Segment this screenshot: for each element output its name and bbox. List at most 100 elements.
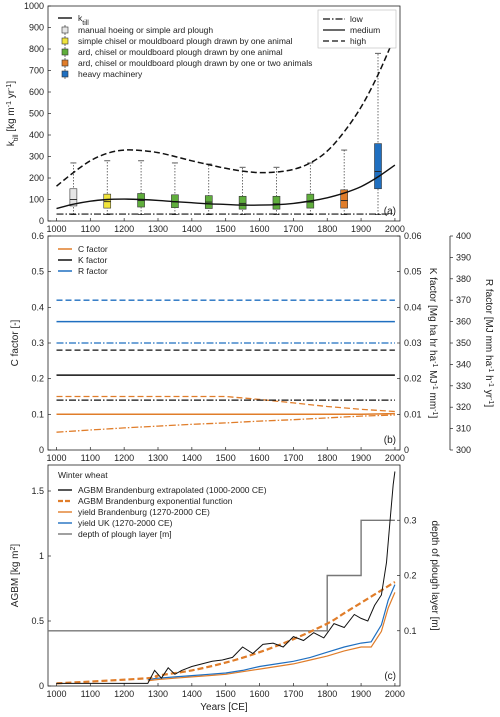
panel-b-ytick2-label: 0.03 <box>404 338 422 348</box>
panel-b-xtick-label: 1100 <box>81 453 100 463</box>
panel-b-xtick-label: 1400 <box>182 453 202 463</box>
panel-c-xtick-label: 1300 <box>148 689 168 699</box>
legend-style-label: medium <box>350 25 380 35</box>
agbm-extrapolated-line <box>56 471 396 684</box>
panel-a-ytick-label: 900 <box>29 23 44 33</box>
panel-c-xtick-label: 1000 <box>46 689 66 699</box>
panel-b-xtick-label: 1500 <box>216 453 236 463</box>
box <box>69 188 78 207</box>
plough-depth-line <box>48 519 395 632</box>
panel-a-xtick-label: 1400 <box>182 224 202 234</box>
panel-b-ytick3-label: 360 <box>456 317 471 327</box>
panel-b-ytick3-label: 380 <box>456 274 471 284</box>
panel-b-ylabel2: K factor [Mg ha hr ha-1 MJ-1 mm-1] <box>427 268 439 419</box>
panel-a-xtick-label: 1200 <box>114 224 134 234</box>
panel-b-ylabel3: R factor [MJ mm ha-1 h-1 yr-1] <box>483 279 495 407</box>
panel-c-xtick-label: 1200 <box>114 689 134 699</box>
panel-a-xtick-label: 1100 <box>81 224 100 234</box>
panel-b-ytick2-label: 0.05 <box>404 267 422 277</box>
legend-title: Winter wheat <box>58 470 108 480</box>
legend-item-label: ard, chisel or mouldboard plough drawn b… <box>78 47 283 57</box>
legend-agbm-label: yield Brandenburg (1270-2000 CE) <box>78 507 210 517</box>
panel-b-ytick3-label: 390 <box>456 252 471 262</box>
panel-b-ytick2-label: 0.01 <box>404 409 422 419</box>
panel-b-xtick-label: 1300 <box>148 453 168 463</box>
legend-ktill-label: ktill <box>78 13 89 27</box>
panel-b-ytick3-label: 340 <box>456 359 471 369</box>
panel-b-ytick-label: 0 <box>39 445 44 455</box>
panel-b-ytick2-label: 0.06 <box>404 231 422 241</box>
panel-b-ytick3-label: 350 <box>456 338 471 348</box>
panel-a-ytick-label: 400 <box>29 130 44 140</box>
panel-a-xtick-label: 1000 <box>46 224 66 234</box>
panel-a-ytick-label: 300 <box>29 152 44 162</box>
ktill-high-line <box>56 35 396 187</box>
panel-a-ytick-label: 700 <box>29 66 44 76</box>
panel-a-ytick-label: 800 <box>29 44 44 54</box>
panel-b-xtick-label: 1700 <box>283 453 303 463</box>
legend-item-label: simple chisel or mouldboard plough drawn… <box>78 36 293 46</box>
panel-a-ytick-label: 1000 <box>24 1 44 11</box>
panel-a-label: (a) <box>384 206 396 217</box>
legend-agbm-label: yield UK (1270-2000 CE) <box>78 518 173 528</box>
panel-b-ytick2-label: 0.04 <box>404 302 422 312</box>
panel-a-xtick-label: 1700 <box>283 224 303 234</box>
panel-b-ytick-label: 0.4 <box>31 302 44 312</box>
panel-b-xtick-label: 1900 <box>351 453 371 463</box>
panel-c-ytick2-label: 0.2 <box>404 571 417 581</box>
panel-b-ytick3-label: 320 <box>456 402 471 412</box>
legend-factor-label: C factor <box>78 244 108 254</box>
agbm-exponential-line <box>56 581 396 685</box>
panel-b-ytick3-label: 370 <box>456 295 471 305</box>
panel-b-xtick-label: 2000 <box>385 453 405 463</box>
panel-b-ytick3-label: 300 <box>456 445 471 455</box>
panel-b-xtick-label: 1600 <box>250 453 270 463</box>
legend-item-label: ard, chisel or mouldboard plough drawn b… <box>78 58 312 68</box>
panel-c-ytick2-label: 0.1 <box>404 626 417 636</box>
panel-c-ytick-label: 1 <box>39 551 44 561</box>
box <box>374 143 382 190</box>
panel-c-xtick-label: 2000 <box>385 689 405 699</box>
panel-c-xtick-label: 1700 <box>283 689 303 699</box>
panel-c-xtick-label: 1800 <box>317 689 337 699</box>
legend-box-swatch <box>61 59 69 67</box>
panel-c-ylabel2: depth of plough layer [m] <box>429 520 440 630</box>
panel-a-ylabel: ktill [kg m-1 yr-1] <box>6 81 20 146</box>
box <box>340 189 348 209</box>
panel-b-label: (b) <box>384 435 396 446</box>
factor-line <box>56 412 395 416</box>
legend-style-label: high <box>350 36 366 46</box>
panel-a-ytick-label: 600 <box>29 87 44 97</box>
panel-c-label: (c) <box>384 671 396 682</box>
yield-uk-line <box>147 584 396 681</box>
panel-b-xtick-label: 1800 <box>317 453 337 463</box>
panel-b-ylabel: C factor [-] <box>10 319 21 366</box>
legend-factor-label: R factor <box>78 266 108 276</box>
legend-box-swatch <box>61 70 69 78</box>
panel-b-ytick2-label: 0.02 <box>404 374 422 384</box>
factor-line <box>56 414 395 433</box>
panel-c-ylabel: AGBM [kg m2] <box>10 544 22 608</box>
legend-factor-label: K factor <box>78 255 107 265</box>
panel-c-xtick-label: 1600 <box>250 689 270 699</box>
box <box>238 195 247 210</box>
panel-b-ytick-label: 0.6 <box>31 231 44 241</box>
legend-box-swatch <box>61 26 69 34</box>
panel-b-ytick-label: 0.2 <box>31 374 44 384</box>
panel-b-ytick-label: 0.5 <box>31 267 44 277</box>
panel-b-ytick3-label: 310 <box>456 424 471 434</box>
panel-b-ytick2-label: 0 <box>404 445 409 455</box>
panel-a-ytick-label: 100 <box>29 195 44 205</box>
legend-box-swatch <box>61 37 69 45</box>
panel-a-ytick-label: 0 <box>39 216 44 226</box>
legend-agbm-label: depth of plough layer [m] <box>78 529 172 539</box>
panel-a-xtick-label: 1500 <box>216 224 236 234</box>
factor-line <box>56 395 395 413</box>
panel-c-ytick-label: 0.5 <box>31 616 44 626</box>
panel-c-xtick-label: 1900 <box>351 689 371 699</box>
panel-a-xtick-label: 1900 <box>351 224 371 234</box>
panel-b-xtick-label: 1200 <box>114 453 134 463</box>
panel-a-xtick-label: 1800 <box>317 224 337 234</box>
panel-c-ytick-label: 1.5 <box>31 486 44 496</box>
